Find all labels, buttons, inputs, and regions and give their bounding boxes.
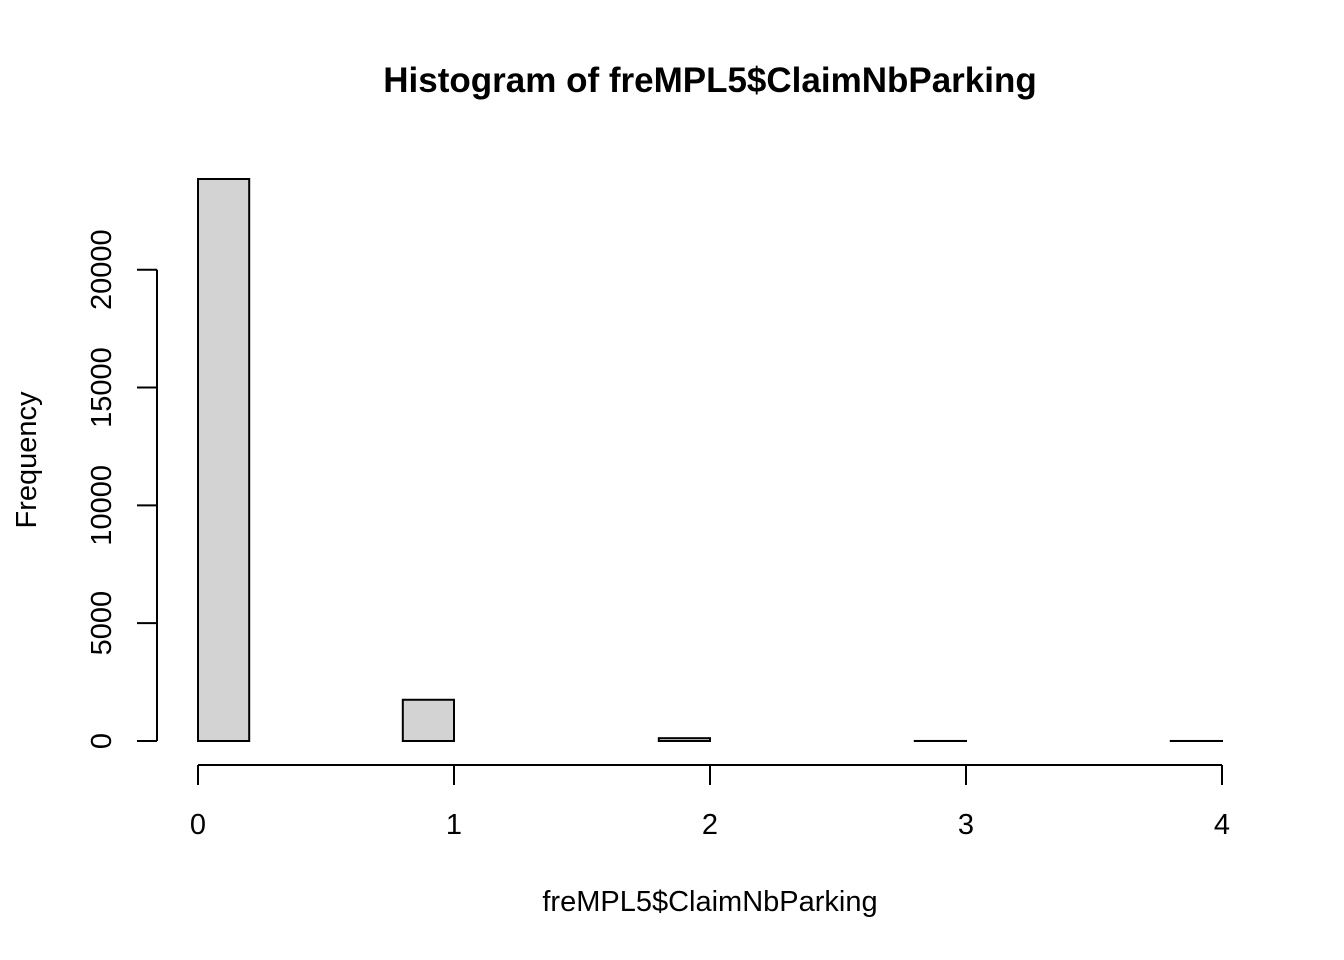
histogram-bar [401,698,455,743]
x-tick-label: 0 [190,809,206,841]
y-tick-label: 20000 [86,229,118,310]
y-tick-label: 0 [86,733,118,749]
y-tick-label: 5000 [86,591,118,656]
y-tick-label: 15000 [86,347,118,428]
bars-group [197,178,1224,743]
y-axis: 0 5000 10000 15000 20000 [86,229,158,749]
x-axis-label: freMPL5$ClaimNbParking [542,886,877,918]
x-axis: 0 1 2 3 4 [190,764,1230,841]
histogram-bar [657,737,711,742]
y-axis-label: Frequency [11,391,43,529]
x-tick-label: 1 [446,809,462,841]
chart-title: Histogram of freMPL5$ClaimNbParking [383,61,1036,100]
histogram-bar [197,178,251,742]
y-tick-label: 10000 [86,465,118,546]
x-tick-label: 4 [1214,809,1230,841]
x-tick-label: 2 [702,809,718,841]
x-tick-label: 3 [958,809,974,841]
